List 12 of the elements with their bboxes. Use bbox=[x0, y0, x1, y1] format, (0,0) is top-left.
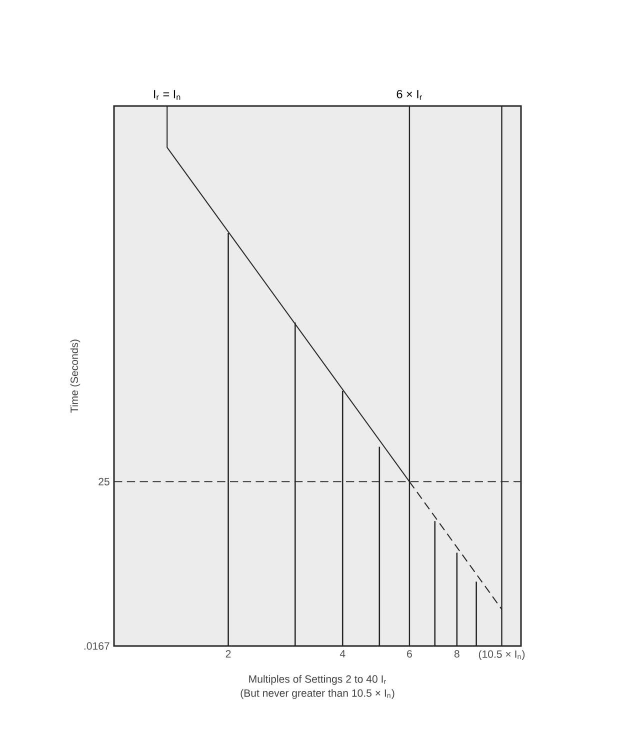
y-axis-title: Time (Seconds) bbox=[70, 340, 80, 413]
text: (But never greater than 10.5 × I$_{n}$) bbox=[240, 689, 394, 699]
x-tick-label: 4 bbox=[340, 650, 346, 658]
annotation: I$_{r}$ = I$_{n}$ bbox=[154, 90, 180, 100]
x-tick-label: 2 bbox=[226, 650, 231, 658]
ref-line-label: 6 × I$_{r}$ bbox=[396, 90, 422, 100]
x-tick-label: 8 bbox=[454, 650, 460, 658]
x-tick-label: (10.5 × I$_{n}$) bbox=[478, 650, 525, 660]
x-tick-label: 6 bbox=[407, 650, 412, 658]
y-tick-label: 25 bbox=[98, 478, 110, 486]
y-tick-label: .0167 bbox=[84, 642, 110, 650]
x-axis-title: Multiples of Settings 2 to 40 I$_{r}$ bbox=[249, 675, 386, 685]
